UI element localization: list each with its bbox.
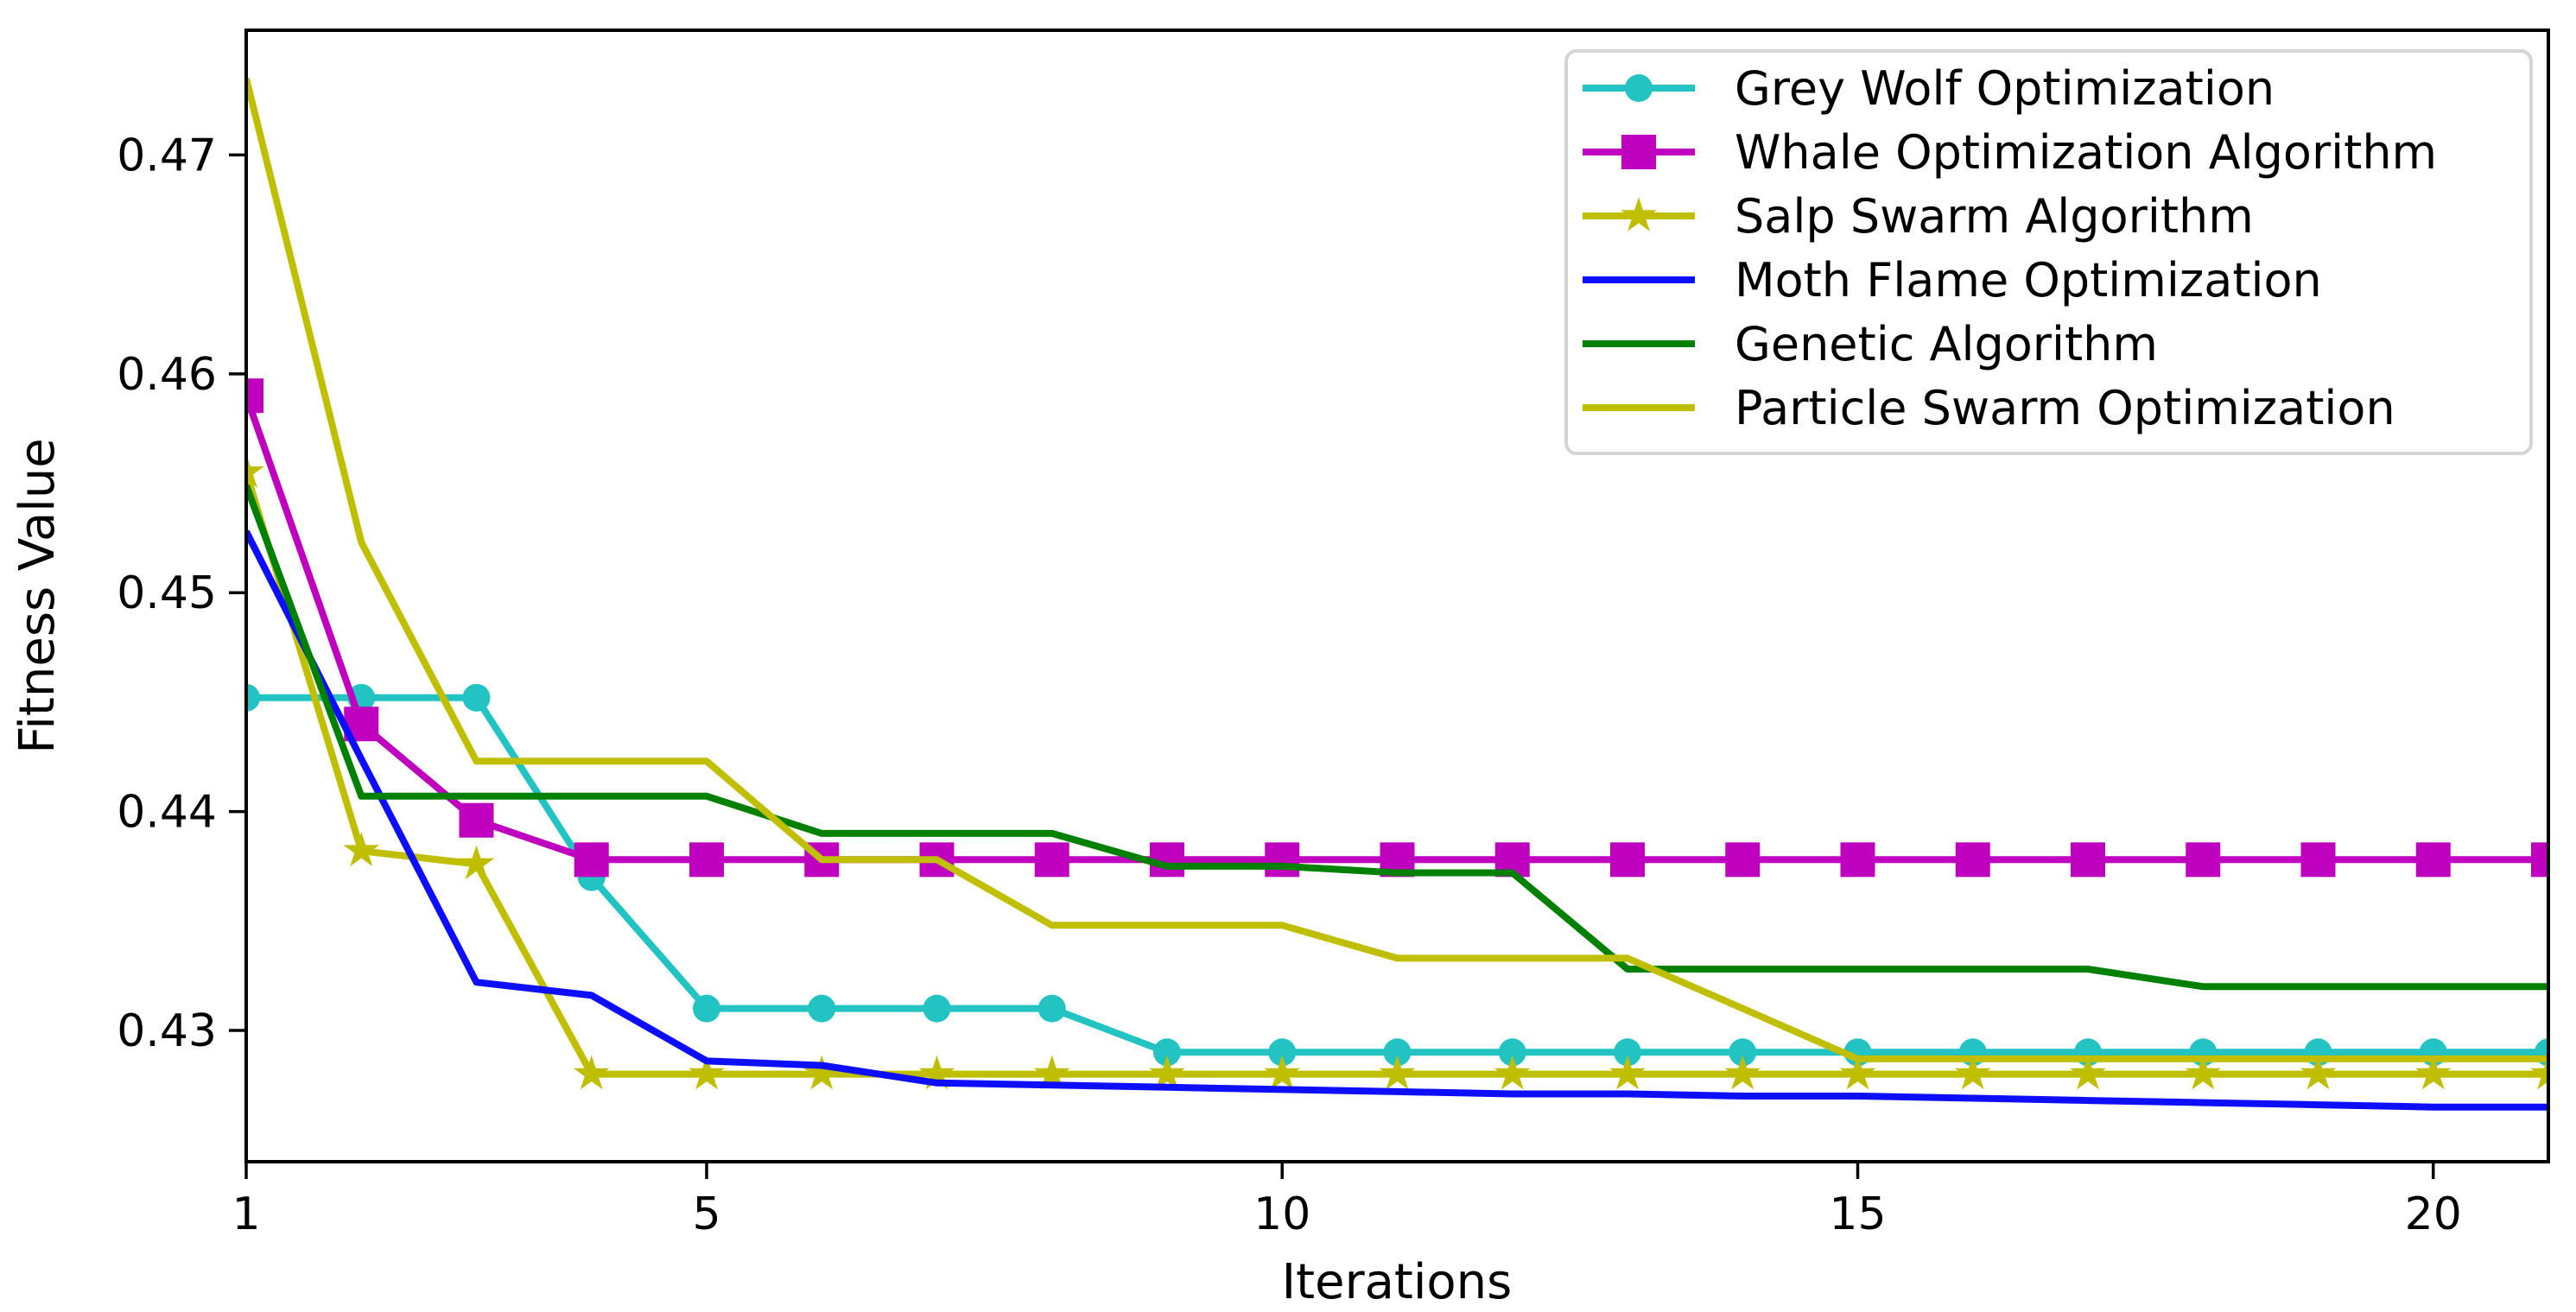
square-marker-icon [2186, 842, 2221, 878]
star-marker-icon [803, 1055, 841, 1090]
star-marker-icon [343, 832, 380, 866]
legend-label: Salp Swarm Algorithm [1735, 189, 2254, 244]
x-tick-label-20: 20 [2405, 1188, 2462, 1240]
legend-label: Particle Swarm Optimization [1735, 381, 2395, 435]
y-axis: 0.43 0.44 0.45 0.46 0.47 [117, 130, 246, 1057]
series-genetic-algorithm [244, 484, 2548, 991]
square-marker-icon [244, 378, 263, 414]
square-marker-icon [2071, 842, 2105, 878]
y-tick-label-0.47: 0.47 [117, 130, 217, 181]
square-marker-icon [1034, 842, 1069, 878]
legend-entry-grey-wolf-optimization: Grey Wolf Optimization [1583, 61, 2275, 116]
star-marker-icon [458, 845, 495, 880]
circle-marker-icon [1498, 1038, 1526, 1067]
square-marker-icon [1265, 842, 1300, 878]
legend-entry-salp-swarm-algorithm: Salp Swarm Algorithm [1583, 189, 2254, 244]
square-marker-icon [1621, 135, 1656, 169]
star-marker-icon [1494, 1055, 1531, 1090]
square-marker-icon [1725, 842, 1761, 878]
series-line-moth-flame-optimization [244, 529, 2548, 1111]
star-marker-icon [2414, 1055, 2452, 1090]
plot-area [244, 77, 2550, 1111]
circle-marker-icon [1268, 1038, 1297, 1067]
star-marker-icon [2070, 1055, 2106, 1090]
square-marker-icon [574, 842, 609, 878]
legend: Grey Wolf Optimization Whale Optimization… [1564, 49, 2533, 455]
legend-label: Grey Wolf Optimization [1735, 61, 2275, 116]
circle-marker-icon [244, 683, 260, 712]
square-marker-icon [1955, 842, 1990, 878]
legend-box [1564, 49, 2533, 455]
legend-label: Whale Optimization Algorithm [1735, 125, 2437, 180]
x-axis: 1 5 10 15 20 [232, 1162, 2462, 1240]
series-particle-swarm-optimization [244, 77, 2548, 1062]
star-marker-icon [1954, 1055, 1991, 1090]
circle-marker-icon [1037, 994, 1066, 1023]
star-marker-icon [2530, 1055, 2550, 1090]
star-marker-icon [1839, 1055, 1876, 1090]
star-marker-icon [918, 1055, 955, 1090]
star-marker-icon [1621, 197, 1657, 231]
series-salp-swarm-algorithm [244, 453, 2550, 1090]
circle-marker-icon [693, 994, 720, 1023]
square-marker-icon [2531, 842, 2550, 878]
axes [244, 29, 2550, 1163]
star-marker-icon [1264, 1055, 1301, 1090]
series-whale-optimization-algorithm [244, 378, 2550, 878]
x-tick-label-5: 5 [692, 1188, 720, 1240]
legend-label: Moth Flame Optimization [1735, 253, 2322, 307]
series-line-particle-swarm-optimization [244, 77, 2548, 1062]
series-moth-flame-optimization [244, 529, 2548, 1111]
circle-marker-icon [1729, 1038, 1757, 1067]
legend-entry-particle-swarm-optimization: Particle Swarm Optimization [1583, 381, 2395, 435]
legend-entry-genetic-algorithm: Genetic Algorithm [1583, 317, 2158, 371]
circle-marker-icon [923, 994, 951, 1023]
legend-entry-moth-flame-optimization: Moth Flame Optimization [1583, 253, 2322, 307]
star-marker-icon [573, 1055, 610, 1090]
star-marker-icon [1033, 1055, 1070, 1090]
square-marker-icon [2300, 842, 2336, 878]
circle-marker-icon [1383, 1038, 1412, 1067]
axes-spines [244, 29, 2550, 1163]
square-marker-icon [459, 802, 494, 838]
y-tick-label-0.43: 0.43 [117, 1005, 217, 1057]
x-tick-label-10: 10 [1253, 1188, 1310, 1240]
star-marker-icon [1609, 1055, 1646, 1090]
x-axis-title: Iterations [1282, 1254, 1513, 1310]
y-axis-title: Fitness Value [10, 438, 66, 754]
y-tick-label-0.44: 0.44 [117, 787, 217, 839]
legend-label: Genetic Algorithm [1735, 317, 2158, 371]
x-tick-label-15: 15 [1829, 1188, 1886, 1240]
star-marker-icon [688, 1055, 725, 1090]
square-marker-icon [1840, 842, 1875, 878]
circle-marker-icon [1153, 1038, 1181, 1067]
star-marker-icon [1149, 1055, 1185, 1090]
circle-marker-icon [1625, 74, 1653, 102]
circle-marker-icon [1614, 1038, 1641, 1067]
circle-marker-icon [808, 994, 836, 1023]
star-marker-icon [244, 453, 264, 488]
y-tick-label-0.46: 0.46 [117, 349, 217, 401]
square-marker-icon [689, 842, 724, 878]
x-tick-label-1: 1 [232, 1188, 260, 1240]
series-line-genetic-algorithm [244, 484, 2548, 991]
star-marker-icon [1379, 1055, 1416, 1090]
star-marker-icon [2185, 1055, 2222, 1090]
star-marker-icon [2300, 1055, 2337, 1090]
circle-marker-icon [462, 683, 491, 712]
square-marker-icon [2415, 842, 2451, 878]
legend-entry-whale-optimization-algorithm: Whale Optimization Algorithm [1583, 125, 2437, 180]
y-tick-label-0.45: 0.45 [117, 567, 217, 619]
square-marker-icon [1610, 842, 1645, 878]
star-marker-icon [1724, 1055, 1761, 1090]
